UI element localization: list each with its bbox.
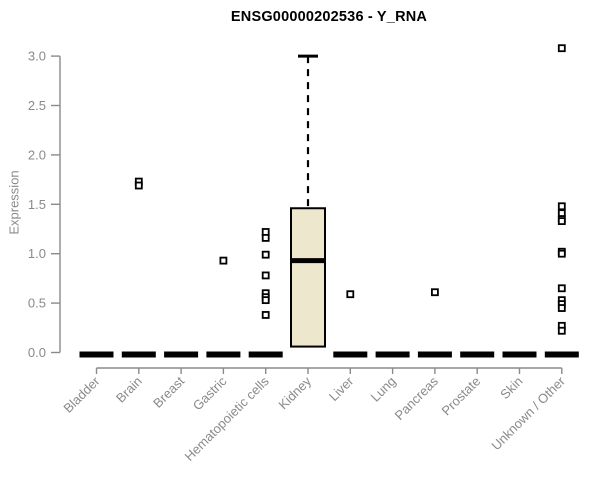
outlier-point (219, 256, 228, 265)
flat-bar (121, 351, 156, 358)
y-tick-label: 0.0 (28, 345, 46, 360)
flat-bar (248, 351, 283, 358)
outlier-point (346, 290, 355, 299)
flat-bar (460, 351, 495, 358)
outlier-point (261, 296, 270, 305)
x-tick-label: Lung (368, 374, 399, 405)
box (290, 207, 326, 348)
y-tick-label: 1.0 (28, 246, 46, 261)
outlier-point (557, 217, 566, 225)
y-tick-label: 2.5 (28, 98, 46, 113)
x-tick-label: Gastric (190, 373, 230, 413)
outlier-point (261, 233, 270, 242)
flat-bar (502, 351, 537, 358)
x-tick-label: Skin (497, 374, 525, 402)
flat-bar (417, 351, 452, 358)
x-tick-label: Prostate (438, 374, 483, 419)
y-tick-label: 1.5 (28, 197, 46, 212)
outlier-point (261, 271, 270, 280)
x-tick-label: Bladder (60, 373, 103, 416)
x-tick-label: Kidney (275, 373, 314, 412)
x-tick-label: Unknown / Other (488, 373, 568, 453)
outlier-point (557, 44, 566, 53)
outlier-point (430, 288, 439, 297)
outlier-point (261, 311, 270, 319)
flat-bar (79, 351, 114, 358)
outlier-point (557, 202, 566, 211)
outlier-point (557, 304, 566, 312)
flat-bar (206, 351, 241, 358)
outlier-point (261, 250, 270, 259)
y-tick-label: 3.0 (28, 49, 46, 64)
chart-title: ENSG00000202536 - Y_RNA (230, 9, 428, 25)
flat-bar (164, 351, 199, 358)
x-tick-label: Breast (150, 373, 187, 410)
y-tick-label: 0.5 (28, 296, 46, 311)
x-tick-label: Liver (326, 373, 357, 404)
y-tick-label: 2.0 (28, 147, 46, 162)
outlier-point (134, 181, 143, 190)
outlier-point (557, 326, 566, 335)
flat-bar (333, 351, 368, 358)
outlier-point (557, 284, 566, 293)
x-tick-label: Pancreas (392, 373, 442, 423)
outlier-point (557, 249, 566, 258)
flat-bar (544, 351, 579, 358)
x-tick-label: Brain (113, 374, 145, 406)
flat-bar (375, 351, 410, 358)
